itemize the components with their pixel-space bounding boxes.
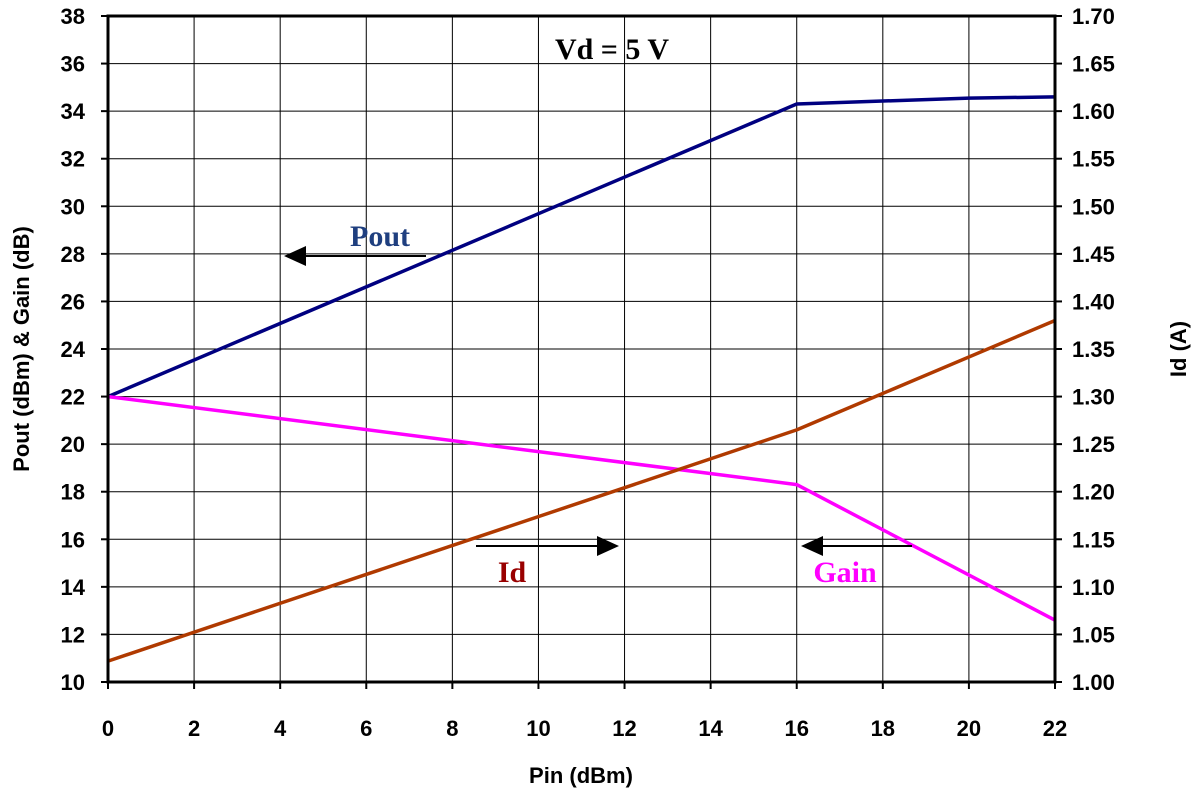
series-layer [107, 95, 1056, 663]
series-gain-line [107, 394, 1056, 622]
annotation-id-arrow-head [597, 536, 619, 556]
series-id-line [107, 318, 1056, 663]
y-right-tick-label: 1.65 [1072, 52, 1115, 77]
y-left-axis-title: Pout (dBm) & Gain (dB) [9, 226, 34, 472]
x-tick-label: 16 [784, 716, 808, 741]
x-tick-label: 20 [957, 716, 981, 741]
x-tick-label: 6 [360, 716, 372, 741]
y-right-tick-label: 1.00 [1072, 670, 1115, 695]
y-left-tick-label: 36 [61, 52, 85, 77]
x-tick-label: 22 [1043, 716, 1067, 741]
x-tick-label: 4 [274, 716, 287, 741]
annotations: Vd = 5 V Pout Id Gain [284, 33, 912, 589]
x-tick-label: 18 [871, 716, 895, 741]
y-right-tick-label: 1.10 [1072, 575, 1115, 600]
x-tick-label: 14 [698, 716, 723, 741]
annotation-pout-label: Pout [350, 220, 410, 253]
y-right-tick-label: 1.70 [1072, 4, 1115, 29]
y-left-tick-label: 20 [61, 432, 85, 457]
y-left-tick-label: 26 [61, 289, 85, 314]
y-left-tick-label: 38 [61, 4, 85, 29]
y-left-tick-label: 12 [61, 622, 85, 647]
x-tick-label: 12 [612, 716, 636, 741]
y-right-tick-label: 1.20 [1072, 480, 1115, 505]
x-axis-title: Pin (dBm) [529, 763, 633, 788]
annotation-id-label: Id [498, 556, 527, 589]
y-left-tick-label: 18 [61, 480, 85, 505]
annotation-gain-label: Gain [813, 556, 877, 589]
y-left-tick-label: 34 [61, 99, 86, 124]
grid [107, 15, 1056, 683]
x-tick-label: 8 [446, 716, 458, 741]
annotation-gain-arrow-head [801, 536, 823, 556]
y-left-tick-labels: 10 12 14 16 18 20 22 24 26 28 30 32 34 36 38 [61, 4, 108, 695]
y-left-tick-label: 16 [61, 527, 85, 552]
series-pout-line [107, 95, 1056, 399]
y-left-tick-label: 10 [61, 670, 85, 695]
y-right-tick-label: 1.40 [1072, 289, 1115, 314]
y-left-tick-label: 30 [61, 194, 85, 219]
y-right-axis-title: Id (A) [1166, 321, 1191, 377]
y-right-tick-label: 1.50 [1072, 194, 1115, 219]
y-right-tick-label: 1.55 [1072, 147, 1115, 172]
y-right-tick-label: 1.45 [1072, 242, 1115, 267]
y-right-tick-label: 1.35 [1072, 337, 1115, 362]
y-right-tick-label: 1.05 [1072, 622, 1115, 647]
y-left-tick-label: 24 [61, 337, 86, 362]
y-left-tick-label: 14 [61, 575, 86, 600]
y-left-tick-label: 32 [61, 147, 85, 172]
x-tick-label: 2 [188, 716, 200, 741]
y-right-tick-labels: 1.00 1.05 1.10 1.15 1.20 1.25 1.30 1.35 1.40 1.45… [1055, 4, 1115, 695]
y-right-tick-label: 1.30 [1072, 385, 1115, 410]
y-left-tick-label: 28 [61, 242, 85, 267]
y-right-tick-label: 1.25 [1072, 432, 1115, 457]
annotation-vd-label: Vd = 5 V [555, 33, 669, 66]
x-tick-labels: 0 2 4 6 8 10 12 14 16 18 20 22 [102, 682, 1067, 741]
annotation-pout-arrow-head [284, 246, 306, 266]
y-left-tick-label: 22 [61, 385, 85, 410]
y-right-tick-label: 1.60 [1072, 99, 1115, 124]
x-tick-label: 10 [526, 716, 550, 741]
y-right-tick-label: 1.15 [1072, 527, 1115, 552]
x-tick-label: 0 [102, 716, 114, 741]
